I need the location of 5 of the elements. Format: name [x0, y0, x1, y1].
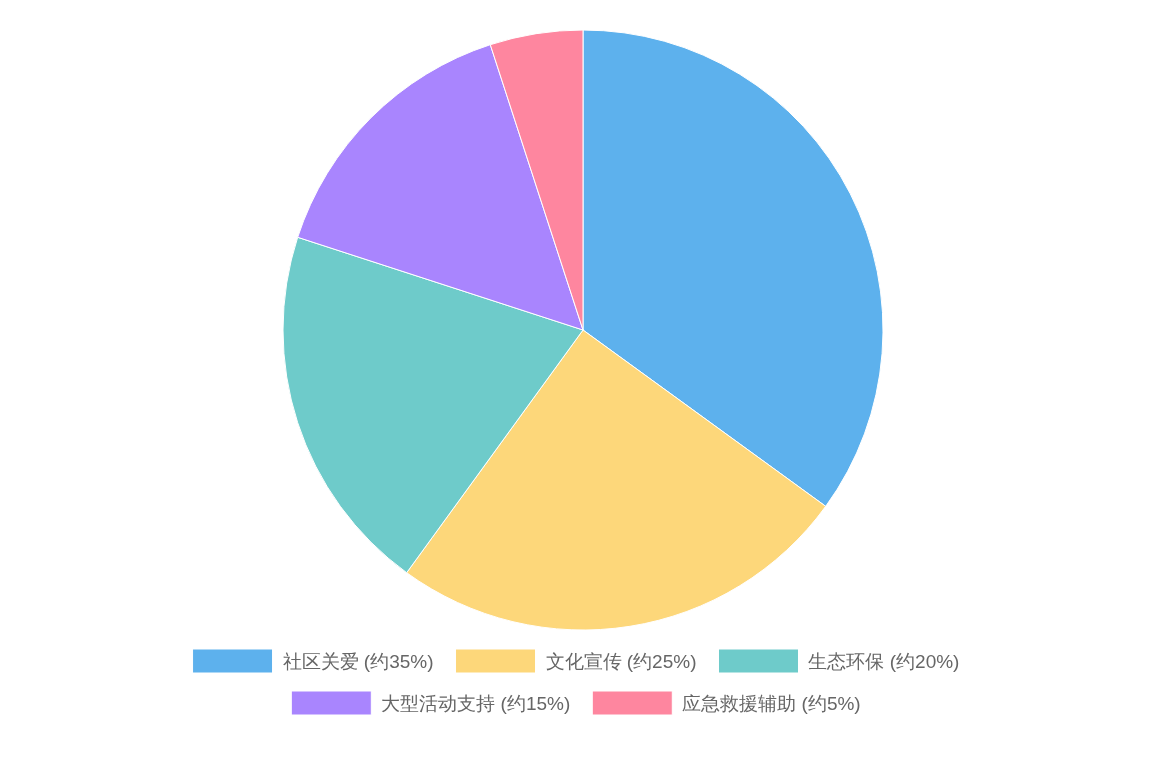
- legend-label: 文化宣传 (约25%): [545, 651, 697, 672]
- legend-label: 大型活动支持 (约15%): [381, 693, 571, 714]
- legend-label: 生态环保 (约20%): [808, 651, 960, 672]
- legend-label: 社区关爱 (约35%): [282, 651, 434, 672]
- legend-label: 应急救援辅助 (约5%): [682, 693, 861, 714]
